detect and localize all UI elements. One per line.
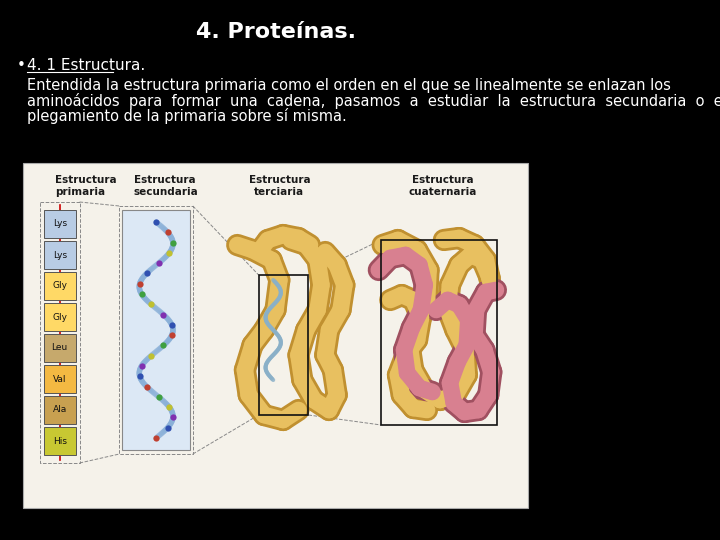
Text: Estructura
terciaria: Estructura terciaria (248, 175, 310, 198)
Bar (23, 163, 528, 508)
Text: Estructura
secundaria: Estructura secundaria (134, 175, 199, 198)
Bar (44, 396, 76, 424)
Text: 4. 1 Estructura.: 4. 1 Estructura. (27, 58, 145, 73)
Text: aminoácidos  para  formar  una  cadena,  pasamos  a  estudiar  la  estructura  s: aminoácidos para formar una cadena, pasa… (27, 93, 720, 109)
Text: Lys: Lys (53, 251, 67, 260)
Text: His: His (53, 436, 67, 446)
Text: Estructura
cuaternaria: Estructura cuaternaria (408, 175, 477, 198)
Bar (381, 240, 498, 425)
Bar (44, 241, 76, 269)
Bar (44, 210, 76, 238)
Text: Entendida la estructura primaria como el orden en el que se linealmente se enlaz: Entendida la estructura primaria como el… (27, 78, 670, 93)
Bar (122, 210, 190, 450)
Text: Ala: Ala (53, 406, 67, 415)
Text: Estructura
primaria: Estructura primaria (55, 175, 117, 198)
Bar (44, 427, 76, 455)
Text: •: • (17, 58, 26, 73)
Bar (258, 275, 308, 415)
Bar (44, 303, 76, 331)
Text: Val: Val (53, 375, 66, 383)
Text: Gly: Gly (52, 281, 67, 291)
Text: Gly: Gly (52, 313, 67, 321)
Bar (44, 272, 76, 300)
Text: plegamiento de la primaria sobre sí misma.: plegamiento de la primaria sobre sí mism… (27, 108, 346, 124)
Bar (44, 365, 76, 393)
Bar (44, 334, 76, 362)
Text: Lys: Lys (53, 219, 67, 228)
Text: 4. Proteínas.: 4. Proteínas. (196, 22, 356, 42)
Text: Leu: Leu (52, 343, 68, 353)
